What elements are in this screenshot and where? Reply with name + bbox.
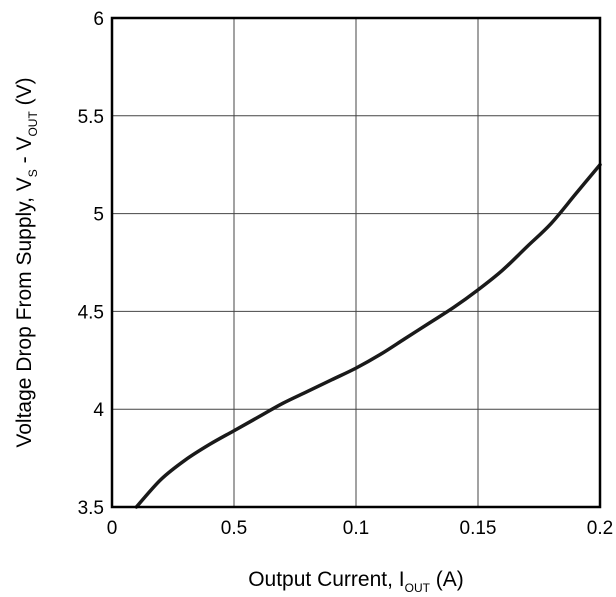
y-tick-label: 5 [93, 205, 104, 226]
x-tick-label: 0.15 [460, 518, 497, 539]
y-tick-label: 4.5 [78, 302, 104, 323]
x-tick-label: 0.1 [343, 518, 369, 539]
x-tick-label: 0.2 [587, 518, 613, 539]
grid-lines [111, 17, 601, 508]
series-line [134, 162, 602, 509]
plot-frame [110, 16, 602, 509]
x-tick-label: 0 [107, 518, 118, 539]
series-layer [134, 162, 602, 509]
y-axis-title: Voltage Drop From Supply, VS - VOUT (V) [13, 77, 40, 447]
y-tick-label: 4 [93, 400, 104, 421]
x-tick-labels: 0 0.5 0.1 0.15 0.2 [107, 518, 614, 539]
y-tick-label: 3.5 [78, 498, 104, 519]
y-tick-labels: 3.5 4 4.5 5 5.5 6 [78, 9, 105, 519]
y-tick-label: 6 [93, 9, 104, 30]
x-tick-label: 0.5 [221, 518, 247, 539]
x-axis-title: Output Current, IOUT (A) [248, 568, 464, 595]
y-tick-label: 5.5 [78, 107, 104, 128]
